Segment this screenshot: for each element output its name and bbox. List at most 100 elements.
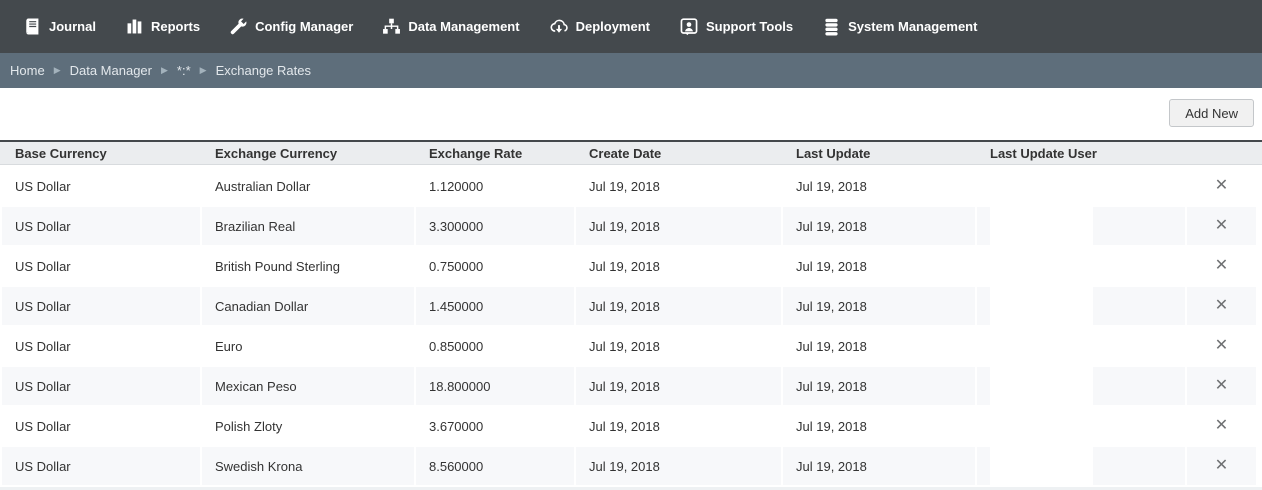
column-header-last-update-user: Last Update User <box>990 145 1097 161</box>
cell-exchange-rate: 18.800000 <box>416 367 574 405</box>
cell-exchange-currency: Euro <box>215 338 243 354</box>
cell-base-currency: US Dollar <box>2 207 200 245</box>
table-row: US Dollar Canadian Dollar 1.450000 Jul 1… <box>0 287 1262 325</box>
nav-item-label: Reports <box>150 19 201 34</box>
redacted-user-value <box>990 247 1093 285</box>
nav-item-label: Config Manager <box>255 19 354 34</box>
column-header-base-currency: Base Currency <box>15 145 107 161</box>
cell-last-update: Jul 19, 2018 <box>783 207 975 245</box>
delete-cell: ✕ <box>1187 207 1256 245</box>
cell-last-update: Jul 19, 2018 <box>796 338 867 354</box>
breadcrumb: Home ▶ Data Manager ▶ *:* ▶ Exchange Rates <box>0 53 1262 88</box>
exchange-rates-table: Base Currency Exchange Currency Exchange R… <box>0 140 1262 485</box>
nav-item-system-management[interactable]: System Management <box>822 17 977 37</box>
cell-base-currency: US Dollar <box>2 367 200 405</box>
nav-item-deployment[interactable]: Deployment <box>549 17 650 36</box>
toolbar: Add New <box>0 88 1262 140</box>
cell-create-date: Jul 19, 2018 <box>576 367 781 405</box>
cell-exchange-rate: 1.450000 <box>416 287 574 325</box>
table-header-row: Base Currency Exchange Currency Exchange R… <box>0 140 1262 165</box>
breadcrumb-item-home[interactable]: Home <box>10 63 45 78</box>
cell-exchange-currency: British Pound Sterling <box>215 258 341 274</box>
nav-item-label: Data Management <box>408 19 520 34</box>
cell-exchange-currency: Brazilian Real <box>202 207 414 245</box>
column-header-create-date: Create Date <box>589 145 662 161</box>
redacted-user-value <box>990 447 1093 485</box>
table-row: US Dollar British Pound Sterling 0.75000… <box>0 247 1262 285</box>
delete-cell: ✕ <box>1187 167 1256 205</box>
cell-last-update-user <box>977 247 1185 285</box>
breadcrumb-separator-icon: ▶ <box>199 65 207 75</box>
table-row: US Dollar Polish Zloty 3.670000 Jul 19, … <box>0 407 1262 445</box>
cell-exchange-currency: Swedish Krona <box>202 447 414 485</box>
column-header-exchange-rate: Exchange Rate <box>429 145 523 161</box>
delete-row-button[interactable]: ✕ <box>1214 177 1229 194</box>
nav-item-config-manager[interactable]: Config Manager <box>229 17 353 36</box>
cell-exchange-rate: 0.850000 <box>429 338 484 354</box>
top-nav-bar: Journal Reports Config Manager Data Mana… <box>0 0 1262 53</box>
nav-item-data-management[interactable]: Data Management <box>382 17 520 36</box>
redacted-user-value <box>990 287 1093 325</box>
cell-last-update: Jul 19, 2018 <box>783 287 975 325</box>
cell-last-update-user <box>977 407 1185 445</box>
cell-exchange-currency: Australian Dollar <box>215 178 311 194</box>
redacted-user-value <box>990 207 1093 245</box>
delete-cell: ✕ <box>1187 447 1256 485</box>
cell-exchange-rate: 3.300000 <box>416 207 574 245</box>
delete-row-button[interactable]: ✕ <box>1214 257 1229 274</box>
breadcrumb-item-data-manager[interactable]: Data Manager <box>69 63 152 78</box>
breadcrumb-separator-icon: ▶ <box>161 65 168 75</box>
nav-item-journal[interactable]: Journal <box>23 17 96 36</box>
table-row: US Dollar Swedish Krona 8.560000 Jul 19,… <box>0 447 1262 485</box>
redacted-user-value <box>990 367 1093 405</box>
cell-base-currency: US Dollar <box>2 287 200 325</box>
redacted-user-value <box>990 167 1093 205</box>
cell-last-update-user <box>977 367 1185 405</box>
bar-chart-icon <box>125 17 144 36</box>
delete-row-button[interactable]: ✕ <box>1214 297 1229 314</box>
delete-cell: ✕ <box>1187 247 1256 285</box>
database-stack-icon <box>822 17 841 37</box>
delete-cell: ✕ <box>1187 367 1256 405</box>
cloud-download-icon <box>549 17 569 36</box>
breadcrumb-separator-icon: ▶ <box>53 65 61 75</box>
nav-item-label: System Management <box>848 19 978 34</box>
cell-exchange-currency: Canadian Dollar <box>202 287 414 325</box>
delete-cell: ✕ <box>1187 407 1256 445</box>
cell-base-currency: US Dollar <box>15 338 71 354</box>
cell-create-date: Jul 19, 2018 <box>589 258 660 274</box>
cell-last-update-user <box>977 167 1185 205</box>
breadcrumb-item-level-2[interactable]: *:* <box>176 63 191 78</box>
nav-item-label: Journal <box>49 19 96 34</box>
table-row: US Dollar Mexican Peso 18.800000 Jul 19,… <box>0 367 1262 405</box>
cell-exchange-rate: 3.670000 <box>429 418 484 434</box>
table-row: US Dollar Brazilian Real 3.300000 Jul 19… <box>0 207 1262 245</box>
nav-item-support-tools[interactable]: Support Tools <box>679 17 793 37</box>
add-new-button[interactable]: Add New <box>1169 99 1254 127</box>
cell-exchange-rate: 1.120000 <box>429 178 484 194</box>
cell-last-update-user <box>977 207 1185 245</box>
cell-exchange-rate: 8.560000 <box>416 447 574 485</box>
cell-exchange-currency: Mexican Peso <box>202 367 414 405</box>
delete-row-button[interactable]: ✕ <box>1214 377 1229 394</box>
cell-create-date: Jul 19, 2018 <box>576 287 781 325</box>
delete-row-button[interactable]: ✕ <box>1214 417 1229 434</box>
nav-item-reports[interactable]: Reports <box>125 17 200 36</box>
cell-create-date: Jul 19, 2018 <box>589 178 660 194</box>
nav-item-label: Support Tools <box>705 19 794 34</box>
breadcrumb-item-exchange-rates[interactable]: Exchange Rates <box>215 63 311 78</box>
delete-row-button[interactable]: ✕ <box>1214 457 1229 474</box>
cell-exchange-rate: 0.750000 <box>429 258 484 274</box>
column-header-exchange-currency: Exchange Currency <box>215 145 338 161</box>
delete-row-button[interactable]: ✕ <box>1214 337 1229 354</box>
support-person-icon <box>679 17 699 37</box>
book-icon <box>23 17 42 36</box>
delete-row-button[interactable]: ✕ <box>1214 217 1229 234</box>
cell-last-update: Jul 19, 2018 <box>796 178 867 194</box>
wrench-icon <box>229 17 248 36</box>
cell-last-update: Jul 19, 2018 <box>783 367 975 405</box>
delete-cell: ✕ <box>1187 327 1256 365</box>
cell-create-date: Jul 19, 2018 <box>589 418 660 434</box>
sitemap-icon <box>382 17 401 36</box>
